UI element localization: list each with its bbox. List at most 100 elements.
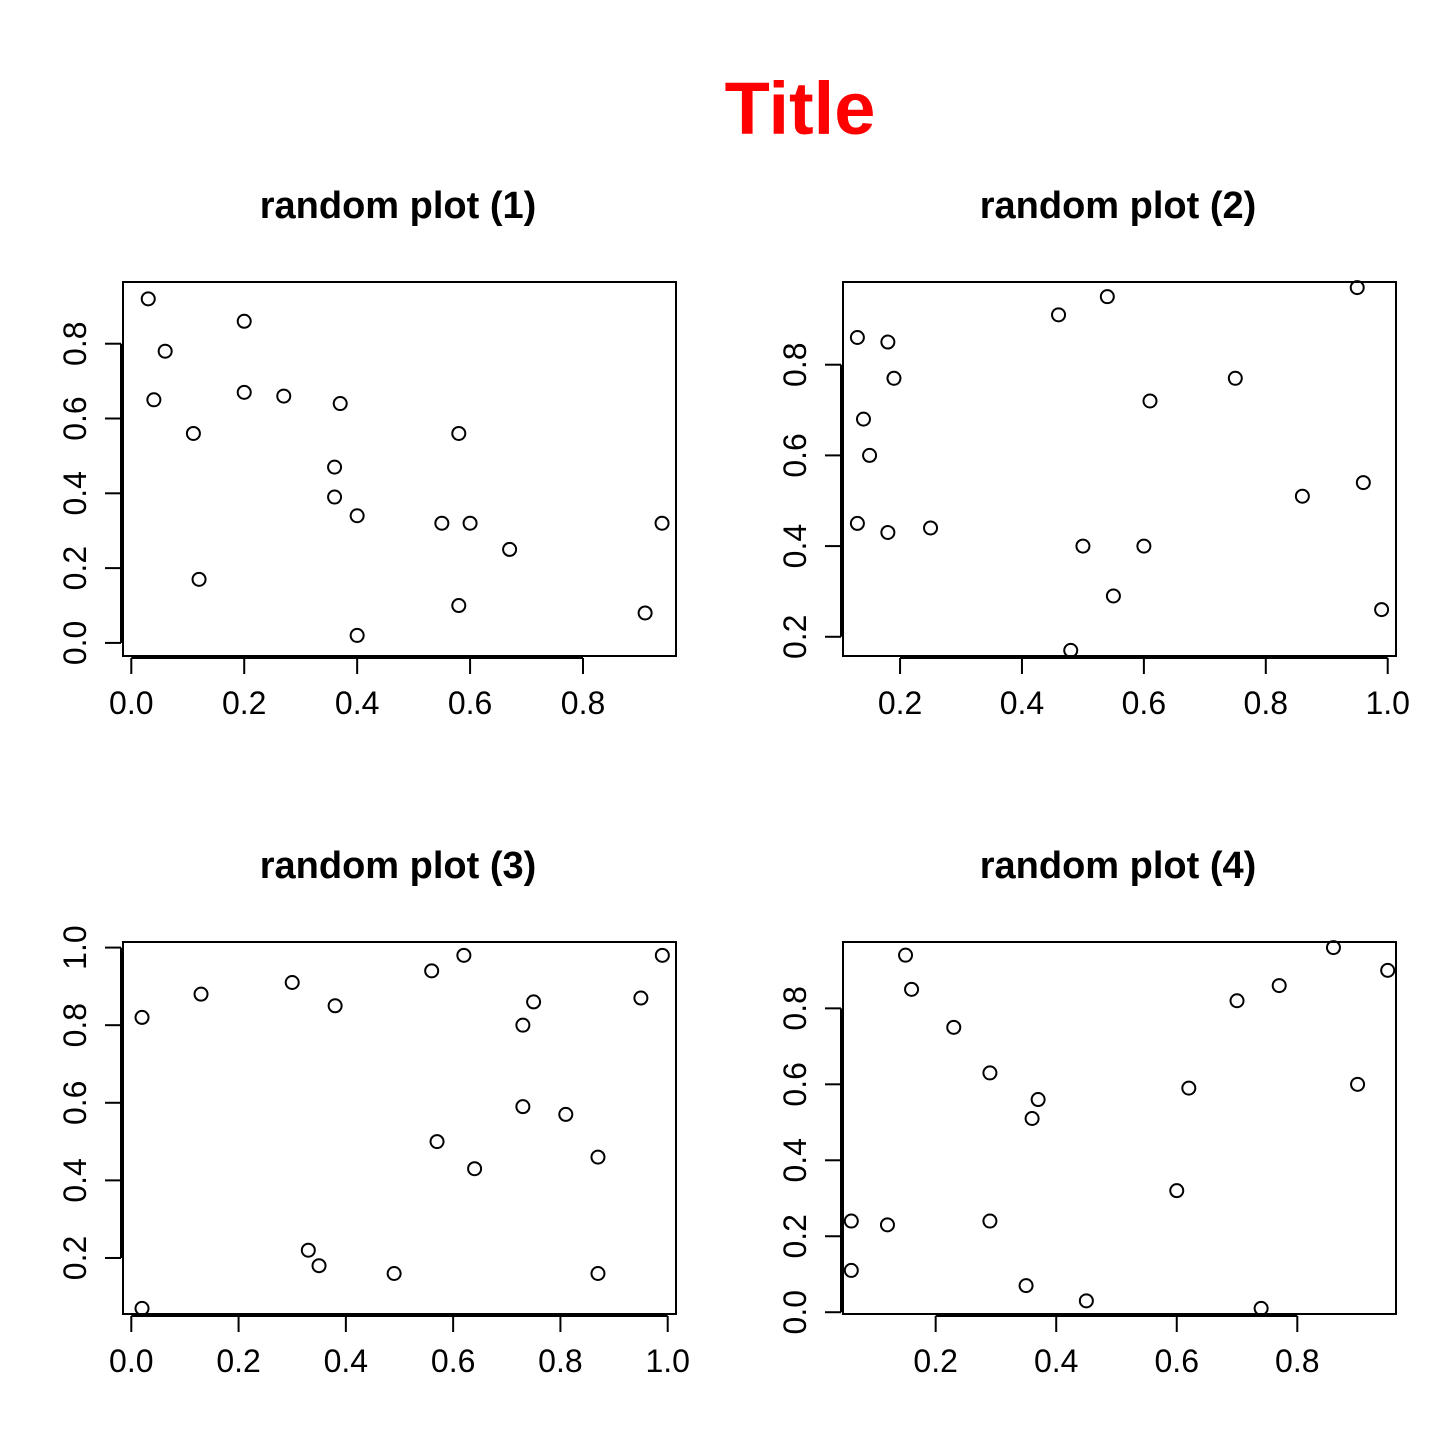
data-point	[236, 384, 252, 400]
panels: random plot (1) 0.0 0.2 0.4 0.6 0.8 0.0 0.2 0.4 0…	[57, 185, 1410, 1379]
data-point	[654, 947, 670, 963]
data-point	[1355, 475, 1371, 491]
data-point	[134, 1300, 150, 1316]
data-point	[327, 489, 343, 505]
data-point	[1078, 1293, 1094, 1309]
data-point	[429, 1134, 445, 1150]
data-point	[424, 963, 440, 979]
plot-frame	[842, 941, 1397, 1315]
data-point	[862, 447, 878, 463]
y-tick-label: 0.6	[57, 396, 93, 440]
data-point	[879, 1217, 895, 1233]
x-tick-label: 0.0	[109, 1343, 153, 1379]
data-point	[349, 627, 365, 643]
data-point	[843, 1262, 859, 1278]
x-tick-label: 0.8	[1275, 1343, 1319, 1379]
data-point	[1142, 393, 1158, 409]
data-point	[349, 508, 365, 524]
data-point	[886, 370, 902, 386]
y-tick-label: 0.8	[777, 342, 813, 386]
data-point	[1136, 538, 1152, 554]
x-tick-label: 0.6	[1155, 1343, 1199, 1379]
x-tick-label: 0.6	[431, 1343, 475, 1379]
x-tick-label: 0.6	[1122, 685, 1166, 721]
data-point	[1099, 289, 1115, 305]
data-point	[327, 459, 343, 475]
data-point	[434, 515, 450, 531]
data-point	[515, 1017, 531, 1033]
data-point	[923, 520, 939, 536]
y-tick-label: 0.0	[777, 1290, 813, 1334]
data-point	[855, 411, 871, 427]
y-tick-label: 1.0	[57, 925, 93, 969]
x-tick-label: 0.0	[109, 685, 153, 721]
y-tick-label: 0.8	[57, 321, 93, 365]
data-point	[880, 524, 896, 540]
data-point	[843, 1213, 859, 1229]
figure-title: Title	[725, 67, 876, 150]
data-point	[637, 605, 653, 621]
y-tick-label: 0.6	[777, 1062, 813, 1106]
data-point	[904, 981, 920, 997]
y-tick-label: 0.4	[777, 524, 813, 568]
panel-4: random plot (4) 0.2 0.4 0.6 0.8 0.0 0.2 0.4 0.6 0…	[777, 845, 1397, 1379]
x-tick-label: 0.2	[216, 1343, 260, 1379]
data-point	[982, 1213, 998, 1229]
panel-title: random plot (1)	[260, 185, 537, 227]
y-tick-label: 0.2	[777, 1214, 813, 1258]
data-point	[1349, 280, 1365, 296]
data-point	[633, 990, 649, 1006]
data-point	[982, 1065, 998, 1081]
data-point	[515, 1099, 531, 1115]
data-point	[1229, 993, 1245, 1009]
data-point	[467, 1161, 483, 1177]
data-point	[880, 334, 896, 350]
data-point	[526, 994, 542, 1010]
data-point	[1294, 488, 1310, 504]
data-point	[1018, 1278, 1034, 1294]
data-point	[1271, 978, 1287, 994]
data-point	[1024, 1111, 1040, 1127]
x-tick-label: 0.4	[1000, 685, 1044, 721]
y-tick-label: 0.2	[57, 546, 93, 590]
panel-1: random plot (1) 0.0 0.2 0.4 0.6 0.8 0.0 0.2 0.4 0…	[57, 185, 677, 721]
data-point	[134, 1009, 150, 1025]
data-point	[300, 1242, 316, 1258]
x-tick-label: 1.0	[1365, 685, 1409, 721]
x-tick-label: 1.0	[645, 1343, 689, 1379]
x-tick-label: 0.2	[913, 1343, 957, 1379]
x-tick-label: 0.2	[878, 685, 922, 721]
plot-frame	[122, 941, 677, 1315]
data-point	[1253, 1300, 1269, 1316]
plot-frame	[842, 281, 1397, 657]
data-point	[327, 998, 343, 1014]
data-point	[849, 329, 865, 345]
data-point	[193, 986, 209, 1002]
data-point	[1227, 370, 1243, 386]
data-point	[276, 388, 292, 404]
data-point	[654, 515, 670, 531]
data-point	[451, 425, 467, 441]
data-point	[284, 975, 300, 990]
data-point	[1374, 602, 1390, 618]
y-tick-label: 0.4	[57, 1158, 93, 1202]
x-tick-label: 0.8	[1244, 685, 1288, 721]
x-tick-label: 0.4	[1034, 1343, 1078, 1379]
panel-title: random plot (4)	[980, 845, 1257, 887]
y-tick-label: 0.0	[57, 621, 93, 665]
panel-title: random plot (2)	[980, 185, 1257, 227]
data-point	[462, 515, 478, 531]
data-point	[140, 291, 156, 307]
data-point	[1105, 588, 1121, 604]
data-point	[946, 1019, 962, 1035]
data-point	[1181, 1080, 1197, 1096]
data-point	[1051, 307, 1067, 323]
y-tick-label: 0.2	[57, 1236, 93, 1280]
data-point	[1063, 642, 1079, 658]
data-point	[185, 425, 201, 441]
data-point	[1030, 1092, 1046, 1108]
data-point	[590, 1149, 606, 1165]
y-tick-label: 0.6	[777, 433, 813, 477]
